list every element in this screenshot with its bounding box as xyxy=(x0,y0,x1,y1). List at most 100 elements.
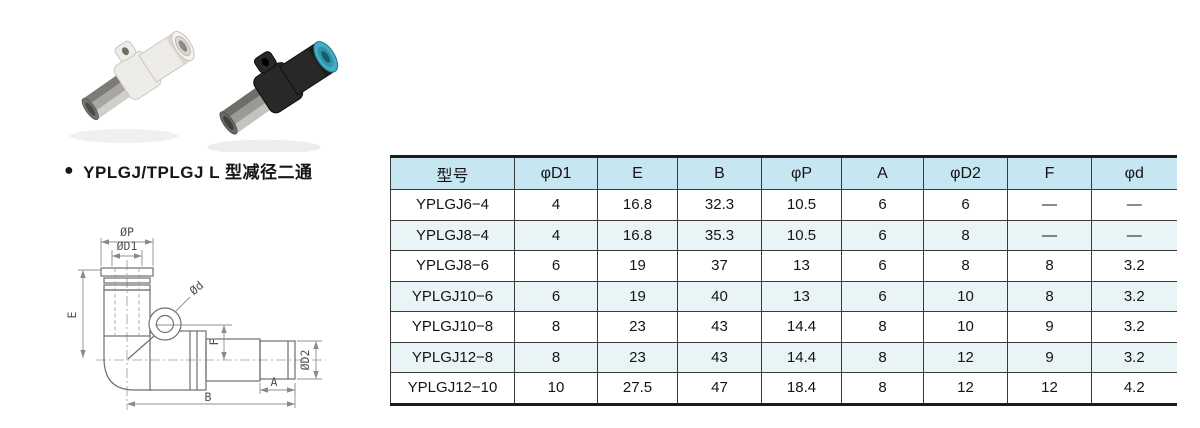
model-cell: YPLGJ10−8 xyxy=(390,311,515,343)
value-cell: 23 xyxy=(597,341,678,373)
value-cell: 8 xyxy=(1007,280,1092,312)
push-in-cap xyxy=(278,41,339,96)
release-tab xyxy=(114,40,137,62)
value-cell: 12 xyxy=(923,372,1008,405)
value-cell: 13 xyxy=(761,250,842,282)
dim-label-f: F xyxy=(207,338,221,345)
dim-label-a: A xyxy=(271,375,278,389)
value-cell: 4 xyxy=(514,219,598,251)
section-title: ● YPLGJ/TPLGJ L 型减径二通 xyxy=(64,158,312,183)
model-cell: YPLGJ8−6 xyxy=(390,250,515,282)
value-cell: 8 xyxy=(841,341,924,373)
bullet-icon: ● xyxy=(64,161,75,179)
column-header: φP xyxy=(761,156,842,190)
header-row: 型号 φD1 E B φP A φD2 F φd xyxy=(390,156,1177,190)
value-cell: 35.3 xyxy=(677,219,762,251)
value-cell: — xyxy=(1007,189,1092,221)
column-header: F xyxy=(1007,156,1092,190)
value-cell: 8 xyxy=(514,341,598,373)
value-cell: 37 xyxy=(677,250,762,282)
white-fitting-photo xyxy=(70,31,195,143)
tech-drawing: ØP ØD1 E Ød F ØD2 A B xyxy=(65,225,326,410)
column-header: B xyxy=(677,156,762,190)
table-row: YPLGJ12−10 10 27.5 47 18.4 8 12 12 4.2 xyxy=(390,372,1177,405)
model-cell: YPLGJ10−6 xyxy=(390,280,515,312)
column-header: φd xyxy=(1091,156,1177,190)
value-cell: 43 xyxy=(677,341,762,373)
model-cell: YPLGJ8−4 xyxy=(390,219,515,251)
release-tab xyxy=(253,51,277,74)
value-cell: 3.2 xyxy=(1091,280,1177,312)
value-cell: 6 xyxy=(841,219,924,251)
value-cell: 16.8 xyxy=(597,219,678,251)
value-cell: 6 xyxy=(841,250,924,282)
value-cell: 8 xyxy=(1007,250,1092,282)
value-cell: 8 xyxy=(923,250,1008,282)
dim-label-b: B xyxy=(205,390,212,404)
column-header: φD2 xyxy=(923,156,1008,190)
dim-label-e: E xyxy=(65,311,79,318)
black-fitting-photo xyxy=(207,41,339,152)
value-cell: 14.4 xyxy=(761,341,842,373)
spec-table: 型号 φD1 E B φP A φD2 F φd YPLGJ6−4 4 16.8 32… xyxy=(390,155,1177,406)
value-cell: 4 xyxy=(514,189,598,221)
value-cell: — xyxy=(1091,219,1177,251)
value-cell: 3.2 xyxy=(1091,250,1177,282)
value-cell: 10.5 xyxy=(761,189,842,221)
value-cell: — xyxy=(1007,219,1092,251)
value-cell: 8 xyxy=(923,219,1008,251)
table-row: YPLGJ6−4 4 16.8 32.3 10.5 6 6— — xyxy=(390,189,1177,221)
value-cell: 32.3 xyxy=(677,189,762,221)
value-cell: 43 xyxy=(677,311,762,343)
dim-label-d1: ØD1 xyxy=(117,239,138,253)
push-in-cap xyxy=(138,31,195,84)
value-cell: 10.5 xyxy=(761,219,842,251)
column-header: 型号 xyxy=(390,156,515,190)
column-header: A xyxy=(841,156,924,190)
value-cell: 14.4 xyxy=(761,311,842,343)
model-cell: YPLGJ12−8 xyxy=(390,341,515,373)
section-title-text: YPLGJ/TPLGJ L 型减径二通 xyxy=(83,163,313,182)
value-cell: 9 xyxy=(1007,341,1092,373)
value-cell: 10 xyxy=(514,372,598,405)
value-cell: 19 xyxy=(597,250,678,282)
value-cell: 3.2 xyxy=(1091,341,1177,373)
value-cell: 12 xyxy=(1007,372,1092,405)
value-cell: 8 xyxy=(841,372,924,405)
column-header: E xyxy=(597,156,678,190)
part-outline xyxy=(100,267,296,391)
value-cell: 18.4 xyxy=(761,372,842,405)
value-cell: 6 xyxy=(514,250,598,282)
value-cell: 47 xyxy=(677,372,762,405)
value-cell: 4.2 xyxy=(1091,372,1177,405)
value-cell: 6 xyxy=(514,280,598,312)
product-photos xyxy=(70,31,339,152)
value-cell: 19 xyxy=(597,280,678,312)
value-cell: 9 xyxy=(1007,311,1092,343)
value-cell: 8 xyxy=(841,311,924,343)
value-cell: 16.8 xyxy=(597,189,678,221)
value-cell: 10 xyxy=(923,311,1008,343)
value-cell: — xyxy=(1091,189,1177,221)
value-cell: 13 xyxy=(761,280,842,312)
dimension-lines xyxy=(78,238,322,408)
model-cell: YPLGJ12−10 xyxy=(390,372,515,405)
shadow xyxy=(207,139,321,152)
value-cell: 8 xyxy=(514,311,598,343)
column-header: φD1 xyxy=(514,156,598,190)
value-cell: 10 xyxy=(923,280,1008,312)
table-row: YPLGJ10−8 8 23 43 14.4 8 10 9 3.2 xyxy=(390,311,1177,343)
value-cell: 3.2 xyxy=(1091,311,1177,343)
value-cell: 12 xyxy=(923,341,1008,373)
value-cell: 6 xyxy=(923,189,1008,221)
table-row: YPLGJ8−6 6 19 37 13 6 8 8 3.2 xyxy=(390,250,1177,282)
value-cell: 27.5 xyxy=(597,372,678,405)
dim-label-d2: ØD2 xyxy=(298,350,312,371)
dim-label-d: Ød xyxy=(187,278,207,298)
value-cell: 6 xyxy=(841,189,924,221)
shadow xyxy=(70,129,178,143)
table-row: YPLGJ8−4 4 16.8 35.3 10.5 6 8— — xyxy=(390,219,1177,251)
value-cell: 6 xyxy=(841,280,924,312)
dim-label-p: ØP xyxy=(120,225,134,239)
